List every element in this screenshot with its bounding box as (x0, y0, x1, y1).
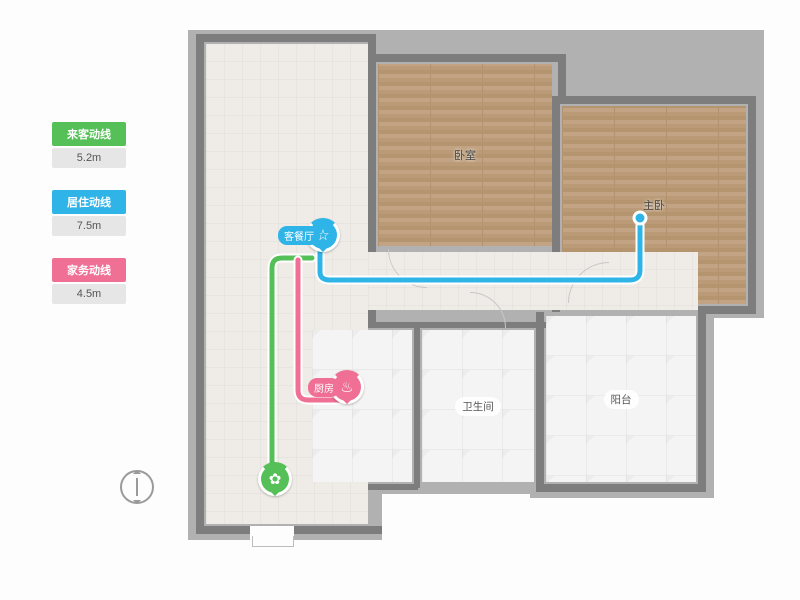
entry-threshold (252, 536, 294, 547)
legend-guest-value: 5.2m (52, 148, 126, 168)
label-bath: 卫生间 (455, 397, 501, 416)
wall (368, 54, 566, 62)
label-balcony: 阳台 (604, 390, 639, 409)
legend-chore-value: 4.5m (52, 284, 126, 304)
label-bedroom: 卧室 (454, 147, 476, 163)
compass-icon (120, 470, 154, 504)
room-bath: 卫生间 (422, 330, 534, 482)
legend-item-guest: 来客动线 5.2m (52, 122, 126, 168)
wall (698, 306, 756, 314)
wall (536, 312, 544, 492)
room-balcony: 阳台 (546, 316, 696, 482)
wall (196, 34, 204, 532)
room-kitchen (312, 330, 412, 482)
legend-live-value: 7.5m (52, 216, 126, 236)
wall (368, 54, 376, 252)
wall (748, 96, 756, 312)
wall (414, 322, 420, 488)
wall (536, 484, 706, 492)
legend-guest-label: 来客动线 (52, 122, 126, 146)
wall (558, 96, 756, 104)
floor-plan: 卧室 主卧 卫生间 阳台 (170, 30, 760, 570)
pin-living-label: 客餐厅 (278, 226, 320, 245)
wall (698, 306, 706, 490)
legend-item-live: 居住动线 7.5m (52, 190, 126, 236)
legend-live-label: 居住动线 (52, 190, 126, 214)
label-master: 主卧 (643, 197, 665, 213)
pin-kitchen-label: 厨房 (308, 378, 340, 397)
legend-item-chore: 家务动线 4.5m (52, 258, 126, 304)
wall (558, 54, 566, 102)
wall (196, 34, 376, 42)
legend: 来客动线 5.2m 居住动线 7.5m 家务动线 4.5m (52, 122, 126, 326)
room-bedroom: 卧室 (378, 64, 552, 246)
pin-start-icon: ✿ (258, 462, 292, 496)
legend-chore-label: 家务动线 (52, 258, 126, 282)
